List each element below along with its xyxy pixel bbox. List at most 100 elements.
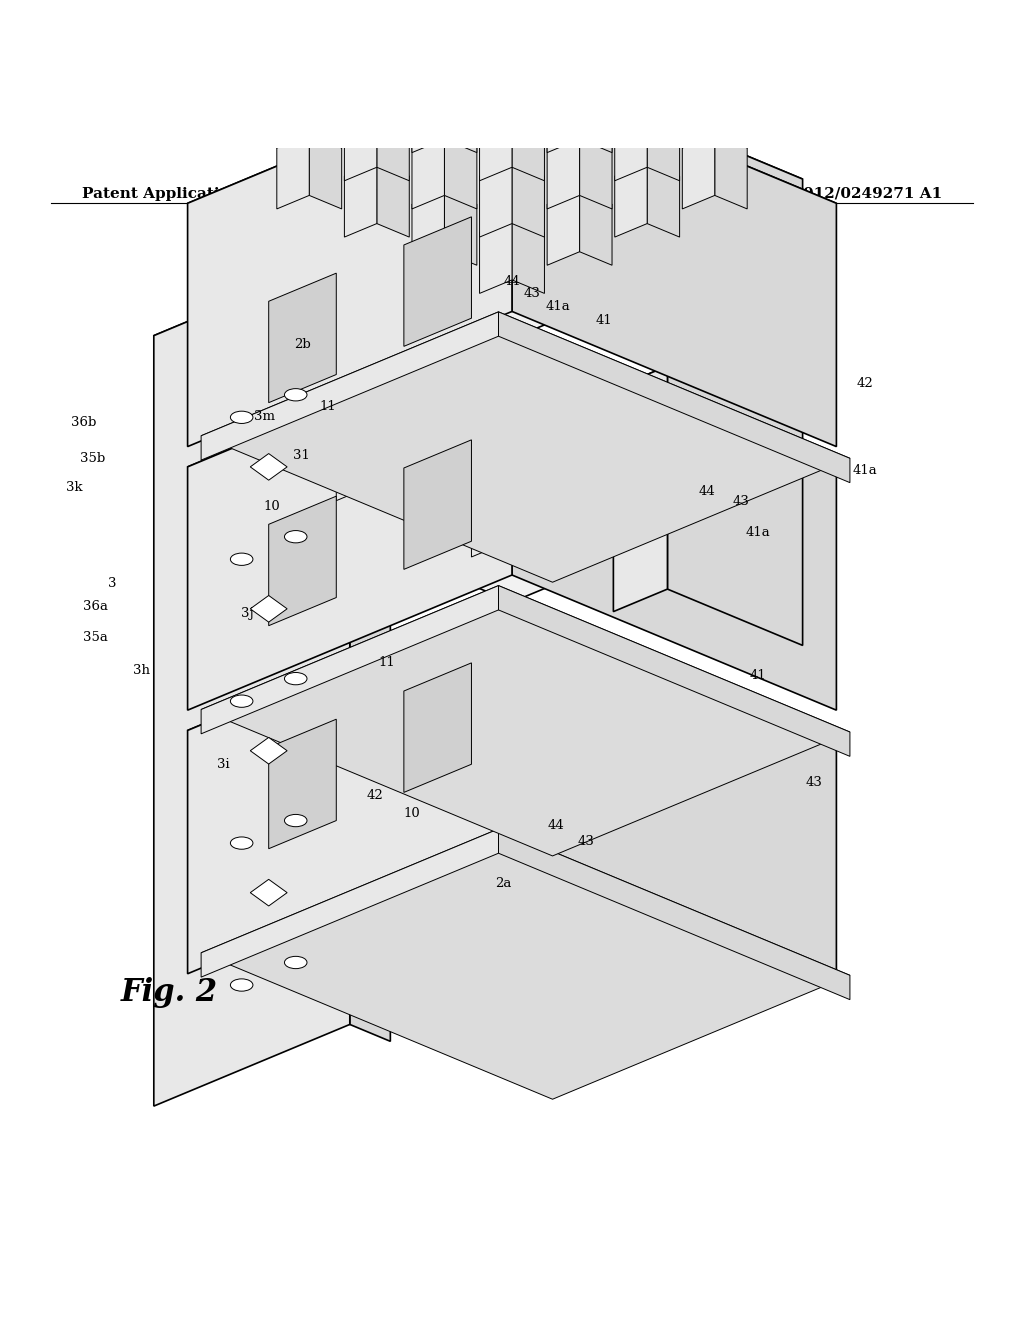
Text: 36a: 36a — [83, 601, 108, 614]
Polygon shape — [377, 422, 418, 500]
Ellipse shape — [230, 979, 253, 991]
Polygon shape — [479, 219, 512, 293]
Polygon shape — [187, 331, 512, 710]
Polygon shape — [512, 107, 545, 181]
Text: 3: 3 — [109, 577, 117, 590]
Ellipse shape — [285, 957, 307, 969]
Polygon shape — [412, 78, 444, 153]
Polygon shape — [154, 253, 390, 352]
Text: 41a: 41a — [546, 300, 570, 313]
Polygon shape — [479, 50, 512, 124]
Polygon shape — [201, 312, 850, 582]
Polygon shape — [250, 454, 287, 480]
Text: 2a: 2a — [496, 876, 512, 890]
Polygon shape — [403, 663, 471, 792]
Polygon shape — [668, 366, 803, 645]
Polygon shape — [250, 879, 287, 906]
Polygon shape — [682, 135, 748, 161]
Polygon shape — [276, 135, 309, 209]
Polygon shape — [471, 367, 512, 445]
Polygon shape — [512, 331, 837, 710]
Polygon shape — [512, 367, 553, 445]
Polygon shape — [187, 69, 512, 446]
Polygon shape — [336, 422, 418, 457]
Polygon shape — [580, 78, 612, 153]
Polygon shape — [201, 829, 499, 977]
Polygon shape — [512, 69, 837, 446]
Polygon shape — [606, 422, 647, 500]
Polygon shape — [647, 162, 680, 238]
Polygon shape — [344, 162, 410, 190]
Text: Fig. 2: Fig. 2 — [121, 977, 217, 1008]
Polygon shape — [412, 135, 444, 209]
Polygon shape — [479, 162, 512, 238]
Text: 43: 43 — [524, 286, 541, 300]
Ellipse shape — [285, 672, 307, 685]
Polygon shape — [344, 107, 377, 181]
Polygon shape — [479, 107, 545, 133]
Polygon shape — [512, 595, 837, 974]
Polygon shape — [403, 440, 471, 569]
Polygon shape — [250, 595, 287, 622]
Polygon shape — [403, 216, 471, 346]
Polygon shape — [606, 422, 688, 457]
Polygon shape — [668, 123, 803, 381]
Text: 2b: 2b — [294, 338, 310, 351]
Ellipse shape — [285, 531, 307, 543]
Text: 11: 11 — [379, 656, 395, 668]
Polygon shape — [309, 135, 342, 209]
Ellipse shape — [285, 814, 307, 826]
Polygon shape — [499, 586, 850, 756]
Ellipse shape — [285, 388, 307, 401]
Polygon shape — [547, 135, 580, 209]
Text: 44: 44 — [504, 275, 520, 288]
Text: 10: 10 — [263, 500, 280, 513]
Text: 43: 43 — [578, 834, 594, 847]
Polygon shape — [201, 829, 850, 1100]
Text: 41: 41 — [596, 314, 612, 326]
Polygon shape — [336, 422, 377, 500]
Ellipse shape — [230, 837, 253, 849]
Polygon shape — [479, 219, 545, 246]
Text: 35b: 35b — [80, 451, 104, 465]
Polygon shape — [547, 191, 612, 218]
Ellipse shape — [230, 553, 253, 565]
Text: 44: 44 — [548, 820, 564, 833]
Polygon shape — [547, 135, 612, 161]
Polygon shape — [512, 50, 545, 124]
Polygon shape — [276, 135, 342, 161]
Polygon shape — [580, 135, 612, 209]
Polygon shape — [512, 219, 545, 293]
Text: US 2012/0249271 A1: US 2012/0249271 A1 — [763, 187, 942, 201]
Text: 42: 42 — [857, 378, 873, 389]
Polygon shape — [479, 50, 545, 77]
Polygon shape — [499, 312, 850, 483]
Ellipse shape — [230, 411, 253, 424]
Polygon shape — [344, 107, 410, 133]
Text: 43: 43 — [806, 776, 822, 789]
Polygon shape — [512, 479, 553, 557]
Polygon shape — [350, 253, 390, 1041]
Polygon shape — [647, 107, 680, 181]
Text: Oct. 4, 2012   Sheet 2 of 9: Oct. 4, 2012 Sheet 2 of 9 — [401, 187, 623, 201]
Polygon shape — [412, 78, 477, 106]
Polygon shape — [377, 162, 410, 238]
Polygon shape — [187, 595, 837, 866]
Polygon shape — [412, 191, 444, 265]
Polygon shape — [547, 191, 580, 265]
Text: 3i: 3i — [217, 758, 229, 771]
Text: 42: 42 — [367, 788, 383, 801]
Polygon shape — [479, 107, 512, 181]
Text: 11: 11 — [319, 400, 336, 413]
Polygon shape — [613, 366, 668, 611]
Polygon shape — [614, 107, 680, 133]
Text: 3h: 3h — [133, 664, 150, 677]
Polygon shape — [682, 135, 715, 209]
Polygon shape — [187, 69, 837, 338]
Polygon shape — [268, 496, 336, 626]
Polygon shape — [613, 123, 668, 348]
Text: 41a: 41a — [853, 465, 878, 477]
Polygon shape — [377, 107, 410, 181]
Polygon shape — [187, 331, 837, 602]
Text: 41a: 41a — [745, 525, 770, 539]
